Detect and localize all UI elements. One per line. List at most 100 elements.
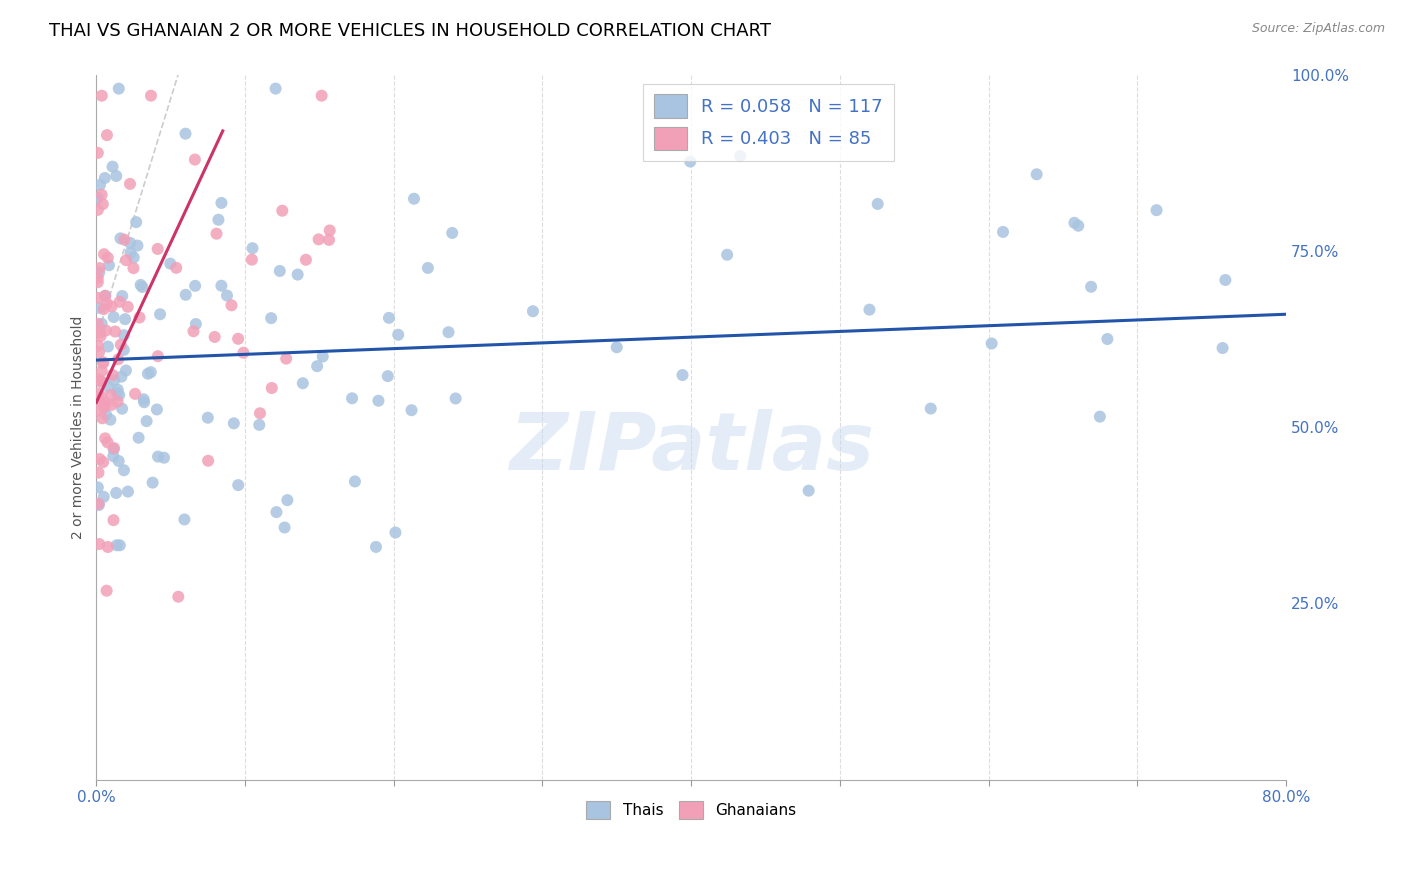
Y-axis label: 2 or more Vehicles in Household: 2 or more Vehicles in Household	[72, 316, 86, 539]
Point	[118, 177, 141, 191]
Point	[311, 88, 333, 103]
Point	[89, 452, 111, 467]
Point	[87, 345, 110, 359]
Point	[98, 413, 121, 427]
Point	[167, 590, 190, 604]
Point	[97, 435, 120, 450]
Point	[858, 302, 880, 317]
Point	[87, 403, 110, 417]
Point	[174, 127, 197, 141]
Point	[96, 583, 118, 598]
Point	[87, 480, 110, 494]
Point	[441, 226, 464, 240]
Point	[105, 386, 128, 401]
Point	[90, 329, 112, 343]
Point	[87, 202, 110, 217]
Point	[87, 291, 110, 305]
Point	[232, 345, 254, 359]
Point	[87, 497, 110, 511]
Point	[111, 289, 134, 303]
Point	[1215, 273, 1237, 287]
Point	[122, 261, 145, 276]
Point	[146, 349, 169, 363]
Point	[104, 325, 127, 339]
Point	[377, 369, 399, 384]
Point	[110, 369, 132, 384]
Point	[87, 339, 110, 353]
Point	[87, 392, 110, 407]
Point	[132, 392, 155, 407]
Point	[108, 538, 131, 552]
Point	[91, 411, 114, 425]
Point	[112, 328, 135, 343]
Point	[97, 540, 120, 554]
Point	[90, 374, 112, 388]
Point	[226, 332, 249, 346]
Point	[135, 414, 157, 428]
Point	[1025, 167, 1047, 181]
Point	[117, 300, 139, 314]
Point	[211, 195, 233, 210]
Point	[103, 513, 125, 527]
Point	[100, 300, 122, 314]
Point	[416, 260, 439, 275]
Point	[94, 289, 117, 303]
Point	[153, 450, 176, 465]
Point	[94, 288, 117, 302]
Point	[111, 401, 134, 416]
Point	[112, 463, 135, 477]
Point	[174, 287, 197, 301]
Point	[183, 324, 205, 338]
Point	[991, 225, 1014, 239]
Point	[87, 275, 110, 289]
Point	[716, 248, 738, 262]
Point	[94, 171, 117, 186]
Point	[671, 368, 693, 382]
Point	[114, 312, 136, 326]
Point	[226, 478, 249, 492]
Point	[318, 233, 340, 247]
Point	[134, 395, 156, 409]
Point	[276, 493, 298, 508]
Point	[276, 351, 298, 366]
Point	[1080, 280, 1102, 294]
Point	[87, 466, 110, 480]
Point	[105, 486, 128, 500]
Point	[128, 431, 150, 445]
Point	[184, 317, 207, 331]
Point	[89, 326, 111, 340]
Point	[146, 402, 169, 417]
Point	[242, 241, 264, 255]
Point	[146, 450, 169, 464]
Point	[87, 317, 110, 331]
Point	[103, 442, 125, 457]
Point	[107, 81, 129, 95]
Point	[797, 483, 820, 498]
Point	[384, 525, 406, 540]
Point	[93, 400, 115, 414]
Point	[204, 330, 226, 344]
Point	[866, 197, 889, 211]
Point	[91, 197, 114, 211]
Point	[209, 278, 232, 293]
Point	[1146, 203, 1168, 218]
Point	[112, 343, 135, 357]
Point	[319, 223, 342, 237]
Point	[107, 352, 129, 367]
Point	[105, 538, 128, 552]
Point	[364, 540, 387, 554]
Point	[149, 307, 172, 321]
Point	[98, 258, 121, 272]
Point	[90, 317, 112, 331]
Point	[522, 304, 544, 318]
Point	[184, 278, 207, 293]
Point	[139, 365, 162, 379]
Point	[173, 512, 195, 526]
Point	[1063, 216, 1085, 230]
Point	[90, 187, 112, 202]
Point	[444, 392, 467, 406]
Point	[122, 251, 145, 265]
Point	[97, 339, 120, 353]
Point	[730, 149, 752, 163]
Point	[89, 178, 111, 192]
